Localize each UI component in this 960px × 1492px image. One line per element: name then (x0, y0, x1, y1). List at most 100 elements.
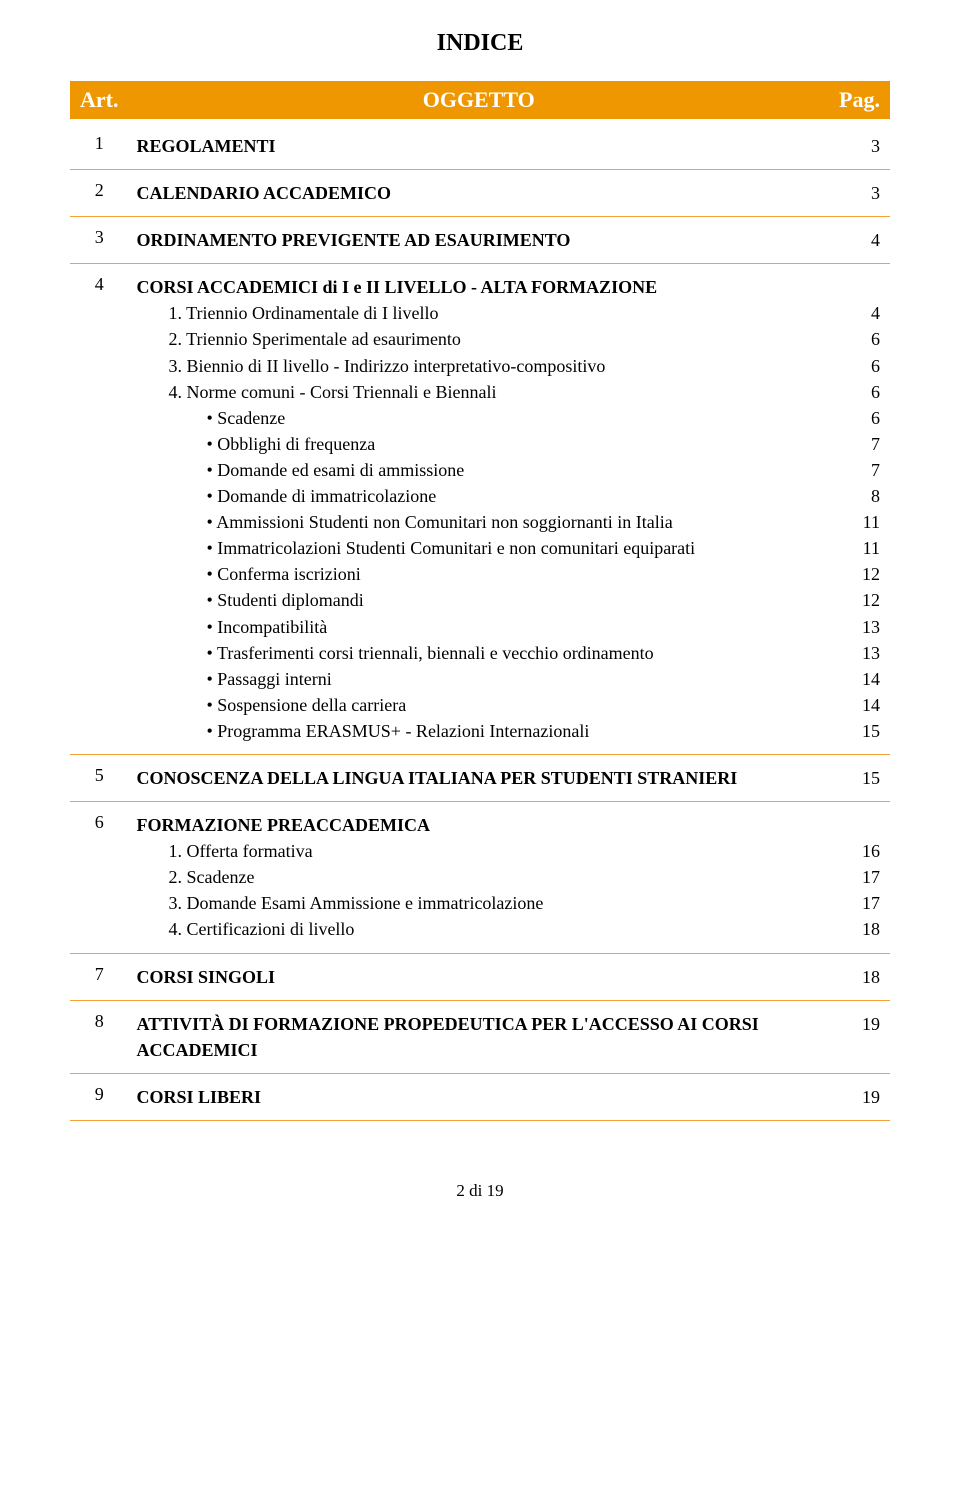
bullet-page: 14 (862, 692, 880, 718)
sub-page: 4 (871, 300, 880, 326)
cell-pag: 15 (829, 754, 890, 801)
sub-item: 4. Certificazioni di livello (136, 916, 821, 942)
table-row: 1 REGOLAMENTI 3 (70, 119, 890, 170)
page-footer: 2 di 19 (70, 1181, 890, 1201)
cell-art: 5 (70, 754, 128, 801)
cell-art: 2 (70, 170, 128, 217)
cell-art: 4 (70, 264, 128, 755)
bullet-page: 8 (871, 483, 880, 509)
row-page: 3 (871, 133, 880, 159)
bullet-item: • Incompatibilità (136, 614, 821, 640)
sub-item: 1. Triennio Ordinamentale di I livello (136, 300, 821, 326)
row-page: 19 (862, 1084, 880, 1110)
table-row: 5 CONOSCENZA DELLA LINGUA ITALIANA PER ST… (70, 754, 890, 801)
cell-art: 6 (70, 802, 128, 953)
table-row: 2 CALENDARIO ACCADEMICO 3 (70, 170, 890, 217)
sub-page: 6 (871, 379, 880, 405)
page-title: INDICE (70, 30, 890, 57)
bullet-page: 7 (871, 431, 880, 457)
col-header-art: Art. (70, 81, 128, 119)
sub-item: 2. Scadenze (136, 864, 821, 890)
bullet-item: • Immatricolazioni Studenti Comunitari e… (136, 535, 821, 561)
cell-art: 3 (70, 217, 128, 264)
bullet-page: 15 (862, 718, 880, 744)
bullet-item: • Ammissioni Studenti non Comunitari non… (136, 509, 821, 535)
cell-oggetto: FORMAZIONE PREACCADEMICA 1. Offerta forma… (128, 802, 829, 953)
cell-pag: 19 (829, 1073, 890, 1120)
cell-art: 1 (70, 119, 128, 170)
row-page (876, 274, 881, 300)
bullet-page: 14 (862, 666, 880, 692)
row-page (876, 812, 881, 838)
bullet-item: • Conferma iscrizioni (136, 561, 821, 587)
bullet-page: 7 (871, 457, 880, 483)
bullet-page: 13 (862, 640, 880, 666)
row-page: 3 (871, 180, 880, 206)
bullet-page: 12 (862, 587, 880, 613)
row-page: 19 (862, 1011, 880, 1037)
table-row: 3 ORDINAMENTO PREVIGENTE AD ESAURIMENTO 4 (70, 217, 890, 264)
bullet-page: 12 (862, 561, 880, 587)
col-header-oggetto: OGGETTO (128, 81, 829, 119)
sub-page: 16 (862, 838, 880, 864)
table-row: 9CORSI LIBERI 19 (70, 1073, 890, 1120)
bullet-item: • Studenti diplomandi (136, 587, 821, 613)
bullet-page: 11 (863, 535, 880, 561)
bullet-item: • Trasferimenti corsi triennali, biennal… (136, 640, 821, 666)
cell-oggetto: CONOSCENZA DELLA LINGUA ITALIANA PER STU… (128, 754, 829, 801)
sub-page: 6 (871, 353, 880, 379)
row-title: CONOSCENZA DELLA LINGUA ITALIANA PER STU… (136, 768, 737, 788)
sub-page: 17 (862, 890, 880, 916)
cell-pag: 19 (829, 1000, 890, 1073)
cell-art: 9 (70, 1073, 128, 1120)
sub-page: 18 (862, 916, 880, 942)
bullet-page: 13 (862, 614, 880, 640)
row-title: CORSI SINGOLI (136, 967, 275, 987)
cell-oggetto: CALENDARIO ACCADEMICO (128, 170, 829, 217)
row-page: 18 (862, 964, 880, 990)
row-title: FORMAZIONE PREACCADEMICA (136, 815, 430, 835)
cell-oggetto: CORSI LIBERI (128, 1073, 829, 1120)
bullet-item: • Sospensione della carriera (136, 692, 821, 718)
bullet-item: • Obblighi di frequenza (136, 431, 821, 457)
cell-oggetto: CORSI ACCADEMICI di I e II LIVELLO - ALT… (128, 264, 829, 755)
bullet-item: • Passaggi interni (136, 666, 821, 692)
sub-item: 3. Domande Esami Ammissione e immatricol… (136, 890, 821, 916)
index-table: Art. OGGETTO Pag. 1REGOLAMENTI32CALENDAR… (70, 81, 890, 1121)
row-title: REGOLAMENTI (136, 136, 275, 156)
cell-pag: 16171718 (829, 802, 890, 953)
sub-item: 3. Biennio di II livello - Indirizzo int… (136, 353, 821, 379)
col-header-pag: Pag. (829, 81, 890, 119)
bullet-item: • Domande di immatricolazione (136, 483, 821, 509)
row-title: ORDINAMENTO PREVIGENTE AD ESAURIMENTO (136, 230, 570, 250)
cell-art: 8 (70, 1000, 128, 1073)
sub-item: 1. Offerta formativa (136, 838, 821, 864)
table-row: 7 CORSI SINGOLI 18 (70, 953, 890, 1000)
sub-page: 6 (871, 326, 880, 352)
table-header-row: Art. OGGETTO Pag. (70, 81, 890, 119)
cell-oggetto: ORDINAMENTO PREVIGENTE AD ESAURIMENTO (128, 217, 829, 264)
bullet-page: 6 (871, 405, 880, 431)
row-title: ATTIVITÀ DI FORMAZIONE PROPEDEUTICA PER … (136, 1014, 758, 1060)
cell-oggetto: CORSI SINGOLI (128, 953, 829, 1000)
table-row: 6 FORMAZIONE PREACCADEMICA 1. Offerta form… (70, 802, 890, 953)
row-title: CALENDARIO ACCADEMICO (136, 183, 391, 203)
table-row: 8ATTIVITÀ DI FORMAZIONE PROPEDEUTICA PER… (70, 1000, 890, 1073)
row-page: 15 (862, 765, 880, 791)
cell-pag: 3 (829, 170, 890, 217)
cell-pag: 18 (829, 953, 890, 1000)
bullet-item: • Programma ERASMUS+ - Relazioni Interna… (136, 718, 821, 744)
row-title: CORSI ACCADEMICI di I e II LIVELLO - ALT… (136, 277, 657, 297)
table-row: 4 CORSI ACCADEMICI di I e II LIVELLO - AL… (70, 264, 890, 755)
cell-oggetto: REGOLAMENTI (128, 119, 829, 170)
row-page: 4 (871, 227, 880, 253)
cell-pag: 46666778111112121313141415 (829, 264, 890, 755)
sub-page: 17 (862, 864, 880, 890)
cell-oggetto: ATTIVITÀ DI FORMAZIONE PROPEDEUTICA PER … (128, 1000, 829, 1073)
cell-pag: 3 (829, 119, 890, 170)
cell-pag: 4 (829, 217, 890, 264)
sub-item: 2. Triennio Sperimentale ad esaurimento (136, 326, 821, 352)
bullet-item: • Scadenze (136, 405, 821, 431)
cell-art: 7 (70, 953, 128, 1000)
bullet-item: • Domande ed esami di ammissione (136, 457, 821, 483)
